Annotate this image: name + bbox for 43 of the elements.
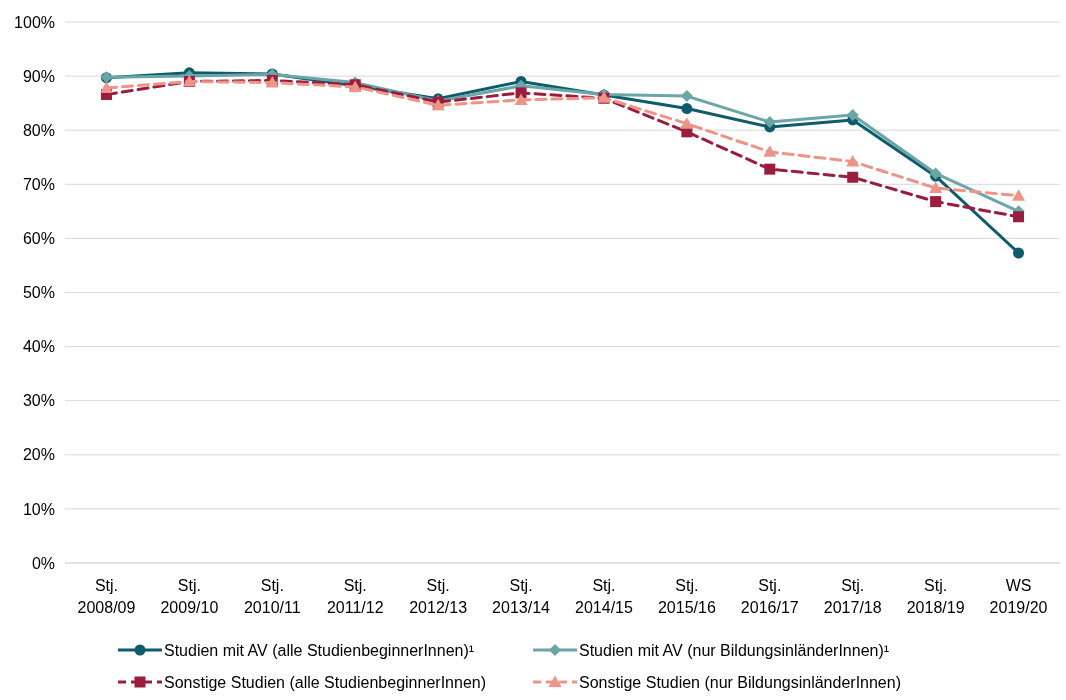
point (847, 171, 859, 183)
y-tick-label: 70% (22, 175, 55, 193)
y-tick-label: 30% (22, 392, 55, 410)
x-tick-label: Stj. 2015/16 (657, 577, 716, 616)
point (680, 117, 694, 129)
x-tick-label: Stj. 2016/17 (740, 577, 799, 616)
x-tick-label: Stj. 2013/14 (492, 577, 551, 616)
x-tick-label: Stj. 2011/12 (326, 577, 384, 616)
x-tick-label: Stj. 2008/09 (77, 577, 136, 616)
legend-label: Studien mit AV (nur BildungsinländerInnen)¹ (579, 641, 890, 659)
y-tick-label: 50% (22, 284, 55, 302)
point (846, 109, 859, 122)
x-tick-label: Stj. 2018/19 (906, 577, 965, 616)
y-tick-label: 10% (22, 500, 55, 518)
point (515, 87, 527, 99)
point (763, 145, 777, 157)
point (930, 196, 942, 208)
x-tick-label: Stj. 2012/13 (409, 577, 468, 616)
point (681, 103, 693, 115)
y-tick-label: 80% (22, 121, 55, 139)
x-tick-label: Stj. 2014/15 (575, 577, 633, 616)
legend-label: Studien mit AV (alle StudienbeginnerInnen)¹ (164, 641, 475, 659)
y-tick-label: 90% (22, 67, 55, 85)
x-tick-label: Stj. 2009/10 (160, 577, 219, 616)
x-tick-label: Stj. 2010/11 (243, 577, 301, 616)
legend-label: Sonstige Studien (alle StudienbeginnerInnen) (164, 673, 487, 691)
y-tick-label: 100% (14, 13, 55, 31)
y-tick-label: 40% (22, 338, 55, 356)
point (846, 155, 860, 167)
legend-label: Sonstige Studien (nur BildungsinländerInnen) (579, 673, 901, 691)
x-tick-label: WS 2019/20 (989, 577, 1048, 616)
point (1013, 247, 1025, 259)
point (764, 163, 776, 175)
point (1013, 211, 1025, 223)
y-tick-label: 60% (22, 230, 55, 247)
x-tick-label: Stj. 2017/18 (823, 577, 882, 616)
point (514, 93, 528, 105)
y-tick-label: 20% (22, 446, 55, 464)
y-tick-label: 0% (31, 554, 55, 572)
point (99, 81, 113, 93)
point (1012, 189, 1026, 201)
point (929, 181, 943, 194)
point (763, 116, 776, 129)
